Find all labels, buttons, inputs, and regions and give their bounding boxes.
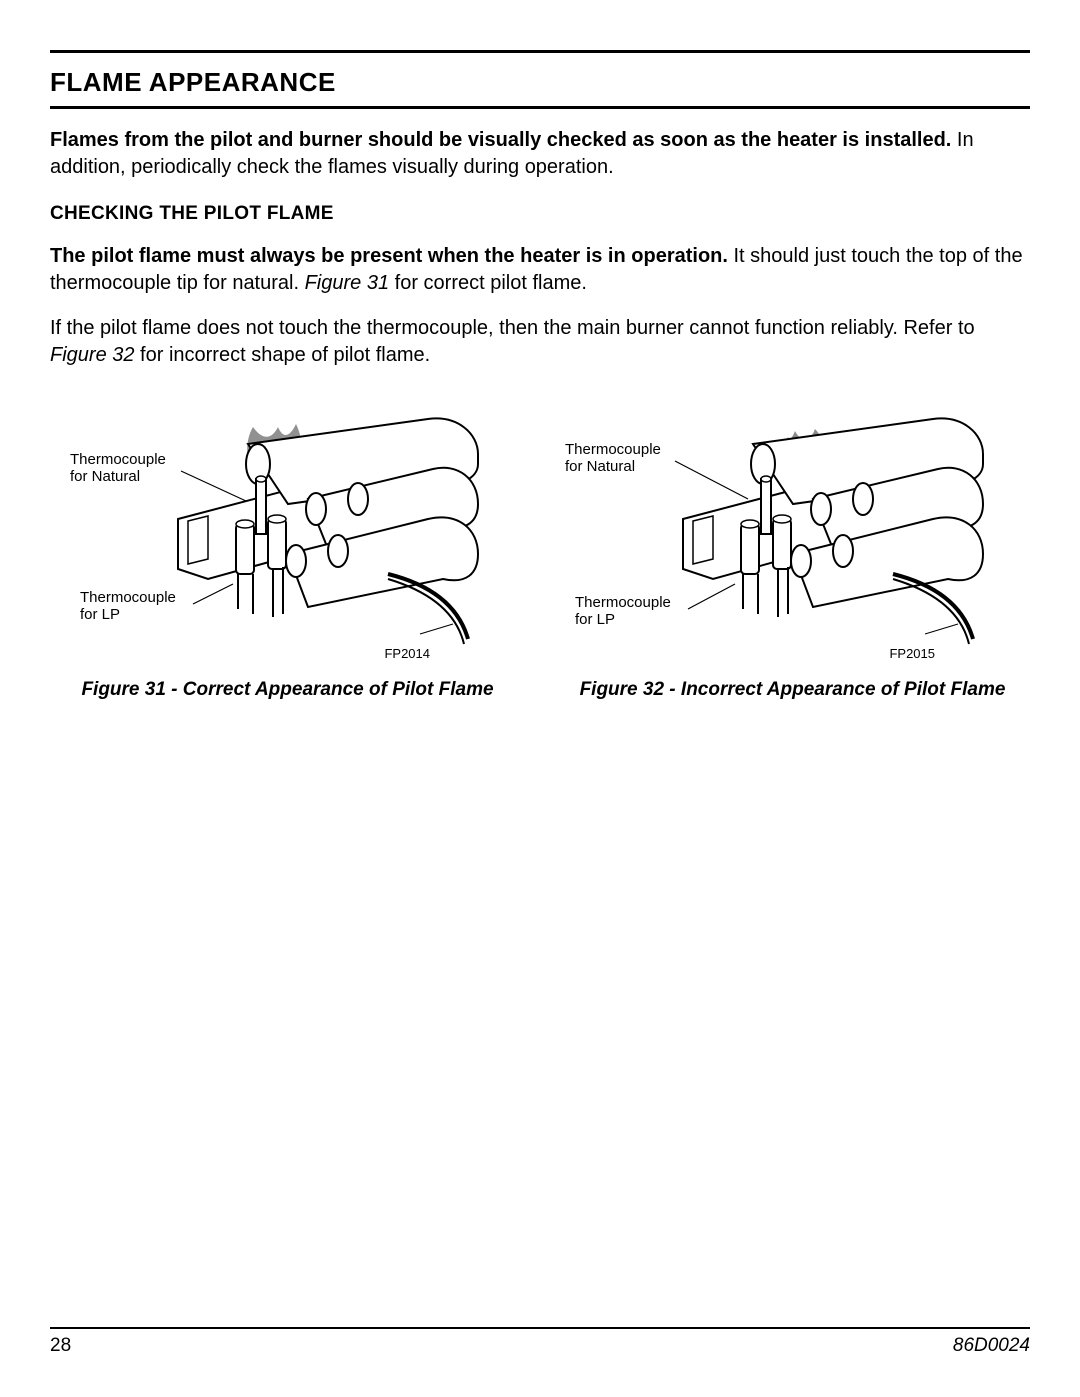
paragraph-3-figref: Figure 32 xyxy=(50,344,135,366)
fig32-label-top: Thermocouple for Natural xyxy=(565,441,661,476)
fig31-code: FP2014 xyxy=(384,646,430,661)
footer: 28 86D0024 xyxy=(50,1327,1030,1357)
fig31-label-bottom: Thermocouple for LP xyxy=(80,589,176,624)
paragraph-1: Flames from the pilot and burner should … xyxy=(50,127,1030,181)
fig31-caption: Figure 31 - Correct Appearance of Pilot … xyxy=(50,679,525,701)
figure-32: Thermocouple for Natural Thermocouple fo… xyxy=(555,409,1030,701)
paragraph-3-b: for incorrect shape of pilot flame. xyxy=(135,344,431,366)
fig32-caption: Figure 32 - Incorrect Appearance of Pilo… xyxy=(555,679,1030,701)
paragraph-1-bold: Flames from the pilot and burner should … xyxy=(50,129,951,151)
page-number: 28 xyxy=(50,1335,71,1357)
section-title: FLAME APPEARANCE xyxy=(50,67,1030,98)
fig32-label-bottom: Thermocouple for LP xyxy=(575,594,671,629)
paragraph-2: The pilot flame must always be present w… xyxy=(50,243,1030,297)
title-underline xyxy=(50,106,1030,109)
document-id: 86D0024 xyxy=(953,1335,1030,1357)
figures-row: Thermocouple for Natural Thermocouple fo… xyxy=(50,409,1030,701)
paragraph-2-rest-b: for correct pilot flame. xyxy=(389,272,587,294)
fig32-code: FP2015 xyxy=(889,646,935,661)
fig31-label-top: Thermocouple for Natural xyxy=(70,451,166,486)
figure-31: Thermocouple for Natural Thermocouple fo… xyxy=(50,409,525,701)
paragraph-3-a: If the pilot flame does not touch the th… xyxy=(50,317,975,339)
top-rule xyxy=(50,50,1030,53)
page: FLAME APPEARANCE Flames from the pilot a… xyxy=(0,0,1080,1397)
paragraph-2-bold: The pilot flame must always be present w… xyxy=(50,245,728,267)
footer-line: 28 86D0024 xyxy=(50,1335,1030,1357)
paragraph-3: If the pilot flame does not touch the th… xyxy=(50,315,1030,369)
paragraph-2-figref: Figure 31 xyxy=(305,272,390,294)
fig31-diagram xyxy=(58,409,518,669)
footer-rule xyxy=(50,1327,1030,1329)
subheading: CHECKING THE PILOT FLAME xyxy=(50,203,1030,225)
